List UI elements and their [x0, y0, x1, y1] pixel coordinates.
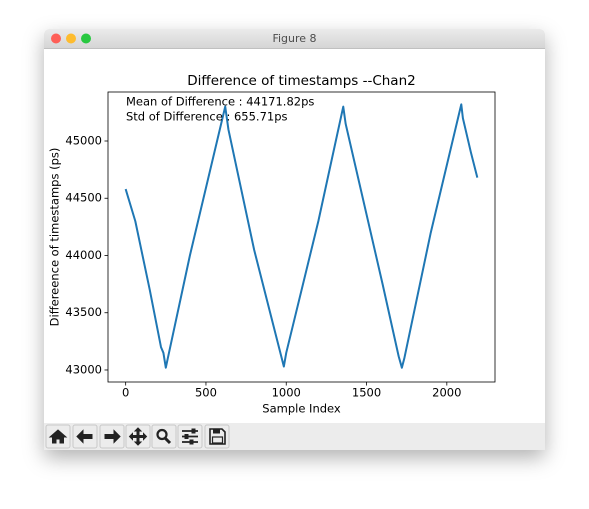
zoom-button[interactable] — [81, 33, 91, 44]
x-tick-label: 2000 — [432, 386, 461, 400]
y-tick-label: 44500 — [65, 191, 102, 205]
configure-button[interactable] — [177, 424, 203, 449]
chart-title: Difference of timestamps --Chan2 — [187, 73, 415, 89]
save-button[interactable] — [204, 424, 230, 449]
forward-button[interactable] — [99, 424, 125, 449]
back-button[interactable] — [72, 424, 98, 449]
minimize-button[interactable] — [66, 33, 76, 44]
annotation: Mean of Difference : 44171.82ps — [126, 95, 314, 109]
x-axis-label: Sample Index — [262, 402, 341, 416]
zoom-tool-button[interactable] — [151, 424, 177, 449]
window-title: Figure 8 — [272, 32, 316, 45]
axes-frame — [107, 91, 496, 383]
x-tick-label: 500 — [195, 386, 217, 400]
title-bar — [44, 29, 545, 48]
y-tick-label: 44000 — [65, 248, 102, 262]
x-tick-label: 1000 — [272, 386, 301, 400]
y-tick-label: 45000 — [65, 134, 102, 148]
x-tick-label: 0 — [122, 386, 129, 400]
home-button[interactable] — [45, 424, 71, 449]
window — [44, 29, 545, 450]
y-tick-label: 43000 — [65, 362, 102, 376]
y-tick-label: 43500 — [65, 305, 102, 319]
data-line — [124, 103, 479, 369]
annotation: Std of Difference : 655.71ps — [126, 110, 288, 124]
y-axis-label: Differeence of timestamps (ps) — [48, 148, 62, 327]
close-button[interactable] — [51, 33, 61, 44]
x-tick-label: 1500 — [352, 386, 381, 400]
pan-button[interactable] — [125, 424, 151, 449]
